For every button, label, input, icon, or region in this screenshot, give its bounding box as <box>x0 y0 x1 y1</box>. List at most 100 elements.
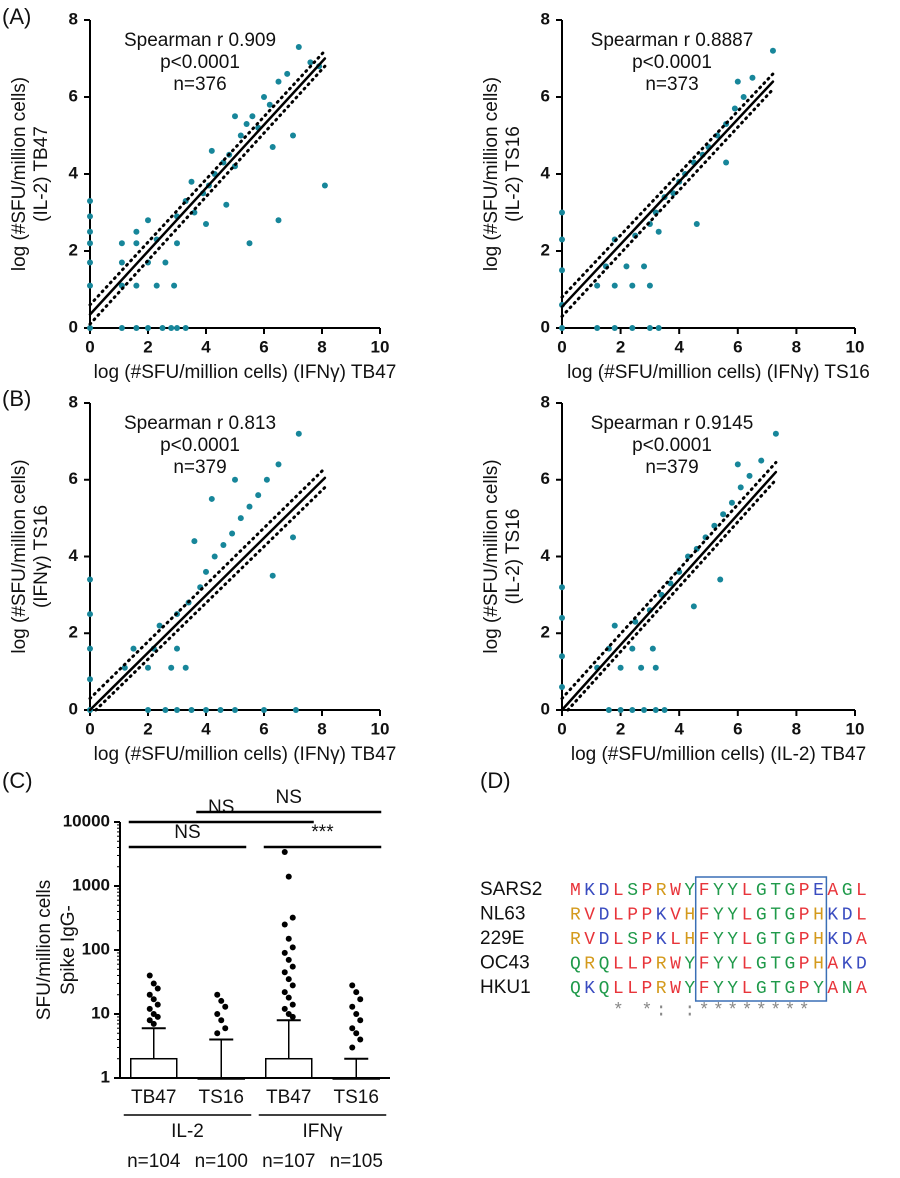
annotation: n=376 <box>173 74 226 95</box>
outlier <box>285 994 292 1001</box>
outlier <box>285 935 292 942</box>
point <box>629 282 636 289</box>
point <box>269 144 276 151</box>
point <box>275 217 282 224</box>
conservation-mark: * <box>756 1001 767 1021</box>
point <box>153 282 160 289</box>
point <box>87 611 93 618</box>
x-tick-label: TS16 <box>199 1087 244 1108</box>
residue: T <box>770 905 781 925</box>
outlier <box>357 1017 364 1024</box>
residue: G <box>785 905 796 925</box>
point <box>641 263 648 270</box>
y-tick-label: 6 <box>69 86 78 105</box>
y-tick-label: 0 <box>541 699 550 718</box>
residue: H <box>684 930 695 950</box>
point <box>652 707 659 713</box>
x-tick-label: TB47 <box>266 1087 311 1108</box>
point <box>255 492 262 499</box>
point <box>617 707 624 713</box>
annotation: p<0.0001 <box>632 52 712 73</box>
point <box>87 213 93 220</box>
outlier <box>349 1003 356 1010</box>
conservation-mark: * <box>727 1001 738 1021</box>
point <box>307 59 314 66</box>
conservation-mark: * <box>613 1001 624 1021</box>
residue: L <box>613 954 624 974</box>
point <box>168 664 175 671</box>
outlier <box>289 914 296 921</box>
residue: T <box>770 954 781 974</box>
residue: S <box>627 930 638 950</box>
residue: P <box>642 881 653 901</box>
point <box>641 707 648 713</box>
y-tick-label: 2 <box>69 240 78 259</box>
point <box>203 221 209 228</box>
outlier <box>214 1030 221 1037</box>
residue: H <box>813 905 824 925</box>
residue: G <box>756 979 767 999</box>
point <box>559 614 565 621</box>
outlier <box>289 1001 296 1008</box>
residue: H <box>813 930 824 950</box>
outlier <box>285 976 292 983</box>
x-tick-label: 4 <box>201 719 211 738</box>
y-tick-label: 0 <box>69 699 78 718</box>
outlier <box>146 1017 153 1024</box>
point <box>611 282 618 289</box>
conservation-mark: * <box>785 1001 796 1021</box>
residue: Y <box>727 930 738 950</box>
residue: V <box>584 905 595 925</box>
ci-line <box>88 64 327 326</box>
residue: K <box>584 979 595 999</box>
point <box>295 430 302 437</box>
residue: F <box>699 881 710 901</box>
point <box>655 325 662 331</box>
sequence-name: NL63 <box>480 904 525 925</box>
x-tick-label: 6 <box>733 719 742 738</box>
y-tick-label: 4 <box>541 546 551 565</box>
conservation: * *: : * * * * * * * * <box>613 1001 810 1021</box>
conservation-mark: * <box>742 1001 753 1021</box>
point <box>723 159 730 166</box>
point <box>740 94 747 100</box>
outlier <box>349 1044 356 1051</box>
outlier <box>214 991 221 998</box>
x-axis-label: log (#SFU/million cells) (IFNγ) TS16 <box>567 362 870 383</box>
y-axis-label: log (#SFU/million cells) <box>9 77 30 271</box>
point <box>162 259 169 266</box>
point <box>174 325 180 331</box>
y-axis-label: (IFNγ) TS16 <box>31 505 52 608</box>
residue: Y <box>713 930 724 950</box>
point <box>292 707 299 713</box>
y-axis-label: log (#SFU/million cells) <box>481 77 502 271</box>
residue: F <box>699 954 710 974</box>
point <box>133 325 140 331</box>
point <box>182 325 189 331</box>
x-tick-label: 6 <box>733 337 742 356</box>
box <box>130 1057 178 1079</box>
point <box>731 105 738 112</box>
point <box>145 707 151 713</box>
point <box>734 78 741 85</box>
group-label: IL-2 <box>171 1121 204 1142</box>
point <box>321 182 328 189</box>
y-tick-label: 8 <box>541 392 550 411</box>
y-tick-label: 8 <box>69 392 78 411</box>
residue: R <box>570 905 581 925</box>
residue: V <box>670 905 681 925</box>
residue: Y <box>713 881 724 901</box>
y-axis-label: (IL-2) TB47 <box>31 126 52 222</box>
significance-label: NS <box>276 787 302 808</box>
point <box>746 472 753 479</box>
ci-line <box>88 49 327 307</box>
point <box>693 221 700 228</box>
x-tick-label: 10 <box>371 337 390 356</box>
point <box>649 645 656 652</box>
residue: D <box>599 881 610 901</box>
point <box>133 228 140 235</box>
outlier <box>150 996 157 1003</box>
y-tick-label: 100 <box>82 939 110 958</box>
residue: R <box>570 930 581 950</box>
point <box>191 538 198 545</box>
